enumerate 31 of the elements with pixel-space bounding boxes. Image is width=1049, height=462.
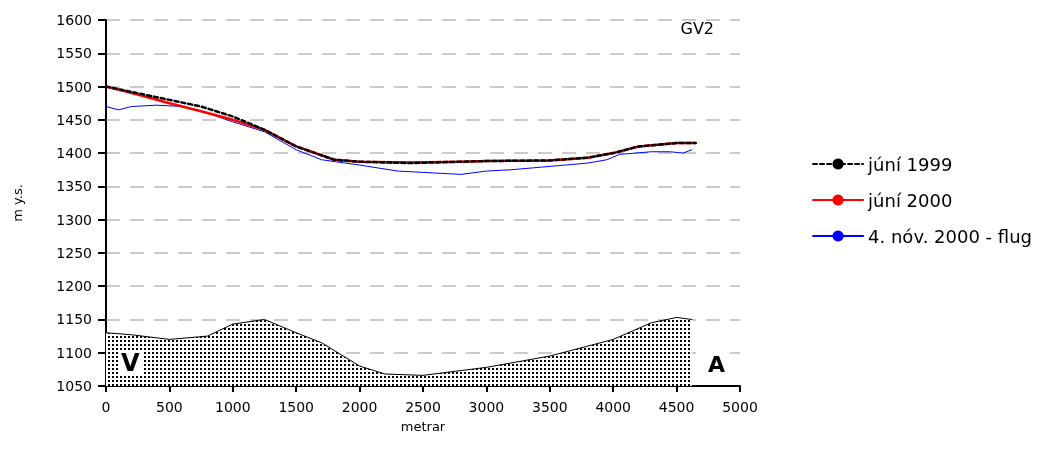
y-tick-label: 1550: [56, 45, 92, 62]
x-axis-title: metrar: [400, 419, 446, 434]
x-tick-label: 2500: [405, 399, 441, 415]
y-tick-label: 1100: [56, 344, 92, 361]
y-tick-label: 1400: [56, 145, 92, 162]
annotation: V: [121, 349, 140, 377]
y-tick-label: 1450: [56, 111, 92, 128]
x-tick-label: 1000: [214, 399, 251, 415]
x-tick-label: 500: [156, 399, 183, 415]
y-tick-label: 1250: [56, 244, 92, 261]
legend-label: 4. nóv. 2000 - flug: [868, 225, 1032, 247]
y-tick-label: 1150: [56, 311, 92, 328]
y-tick-label: 1350: [56, 178, 92, 195]
x-tick-label: 5000: [722, 399, 758, 415]
y-tick-label: 1050: [56, 378, 92, 394]
y-tick-label: 1200: [56, 278, 92, 295]
y-tick-label: 1300: [56, 211, 92, 228]
x-tick-label: 3000: [468, 399, 505, 415]
x-tick-label: 0: [101, 399, 111, 415]
y-tick-label: 1500: [56, 78, 92, 95]
x-tick-label: 3500: [531, 399, 568, 415]
y-axis-title: m y.s.: [10, 184, 25, 222]
x-tick-label: 2000: [341, 399, 378, 415]
x-tick-label: 4000: [595, 399, 632, 415]
x-tick-label: 1500: [278, 399, 315, 415]
x-tick-label: 4500: [658, 399, 695, 415]
annotation: GV2: [680, 18, 715, 38]
legend-label: júní 2000: [867, 189, 953, 211]
legend-label: júní 1999: [867, 153, 953, 175]
y-tick-label: 1600: [56, 12, 92, 28]
annotation: A: [708, 351, 726, 377]
